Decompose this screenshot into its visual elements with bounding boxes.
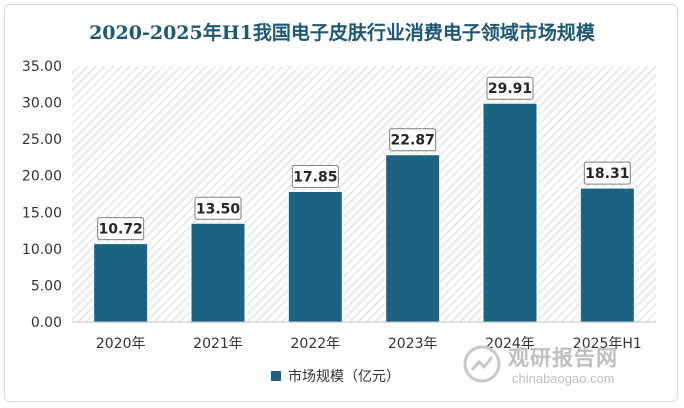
- y-tick-label: 0.00: [31, 315, 62, 331]
- x-tick-label: 2025年H1: [573, 336, 642, 352]
- x-tick-label: 2022年: [291, 336, 341, 352]
- x-tick-label: 2021年: [193, 336, 243, 352]
- x-tick-label: 2023年: [388, 336, 438, 352]
- y-axis: 0.00 5.00 10.00 15.00 20.00 25.00 30.00 35.00: [22, 59, 62, 331]
- value-label-box: [194, 196, 242, 220]
- y-tick-label: 35.00: [22, 59, 62, 75]
- y-tick-label: 10.00: [22, 242, 62, 258]
- value-label: 17.85: [293, 169, 337, 185]
- watermark-url: chinabaogao.com: [512, 371, 615, 386]
- legend-label: 市场规模（亿元）: [288, 368, 400, 385]
- y-tick-label: 5.00: [31, 278, 62, 294]
- bar: [385, 154, 441, 323]
- watermark: 观研报告网 chinabaogao.com: [462, 338, 672, 398]
- value-label-box: [583, 161, 631, 185]
- y-tick-label: 25.00: [22, 132, 62, 148]
- x-tick-label: 2020年: [96, 336, 146, 352]
- value-label-box: [486, 76, 534, 100]
- bars: 10.72 13.50 17.85 22.87 29.91 18.31: [93, 76, 635, 323]
- value-label: 22.87: [391, 133, 435, 149]
- x-tick-label: 2024年: [485, 336, 535, 352]
- bar: [482, 102, 538, 323]
- value-label: 13.50: [196, 201, 241, 217]
- plot-area-background: [72, 66, 656, 322]
- y-tick-label: 15.00: [22, 205, 62, 221]
- value-label-box: [291, 164, 339, 188]
- bar: [93, 243, 149, 323]
- y-tick-label: 20.00: [22, 169, 62, 185]
- watermark-name: 观研报告网: [508, 346, 618, 370]
- value-label: 18.31: [585, 166, 629, 182]
- bar: [190, 222, 246, 323]
- bar: [287, 190, 343, 323]
- bar: [579, 187, 635, 323]
- value-label-box: [389, 128, 437, 152]
- chart-title: 2020-2025年H1我国电子皮肤行业消费电子领域市场规模: [89, 22, 595, 44]
- legend: 市场规模（亿元）: [271, 368, 400, 385]
- value-label-box: [97, 217, 145, 241]
- legend-swatch: [271, 371, 281, 381]
- value-label: 29.91: [488, 81, 532, 97]
- value-label: 10.72: [99, 222, 143, 238]
- watermark-logo-icon: [463, 345, 501, 383]
- x-axis: 2020年 2021年 2022年 2023年 2024年 2025年H1: [72, 321, 656, 352]
- y-tick-label: 30.00: [22, 96, 62, 112]
